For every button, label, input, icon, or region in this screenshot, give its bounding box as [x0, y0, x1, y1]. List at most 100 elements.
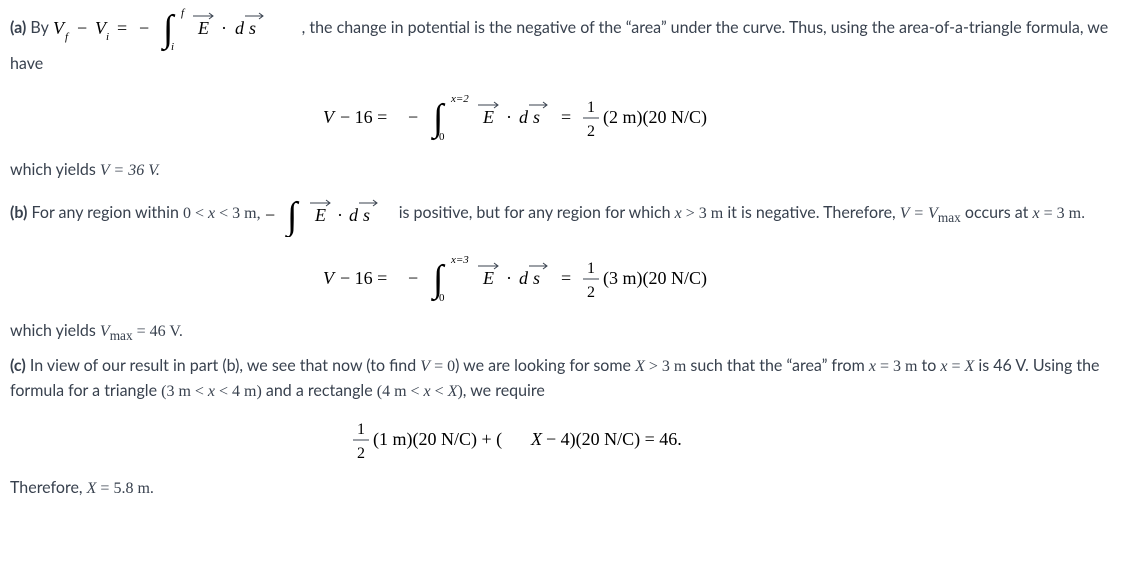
part-b-mid2: it is negative. Therefore, [723, 203, 900, 222]
svg-text:E: E [482, 107, 494, 127]
svg-text:d: d [349, 205, 359, 225]
subscript-i: i [106, 31, 109, 43]
int-upper-b: x=3 [450, 254, 469, 266]
part-c-label: (c) [10, 356, 26, 375]
vector-E-icon: E [478, 102, 498, 127]
svg-text:d: d [235, 18, 245, 38]
eq-tail-b: (3 m)(20 N/C) [603, 268, 707, 289]
v0: V = 0 [420, 358, 455, 375]
frac-num-c: 1 [357, 421, 365, 438]
sub-max-2: max [110, 328, 133, 343]
part-b-mid1: is positive, but for any region for whic… [399, 203, 675, 222]
xcond: X > 3 m [635, 358, 686, 375]
svg-text:·: · [221, 18, 227, 38]
frac-den-b: 2 [587, 284, 595, 301]
svg-text:·: · [337, 205, 343, 225]
svg-text:−: − [408, 107, 418, 127]
x3: x = 3 m. [1032, 205, 1085, 222]
svg-text:∫: ∫ [285, 195, 300, 237]
part-c-mid4: and a rectangle [262, 381, 377, 400]
range-b: 0 < x < 3 m, [183, 205, 265, 222]
frac-num-b: 1 [587, 260, 595, 277]
vector-ds-icon: d s [235, 13, 263, 38]
part-b-line2b: occurs at [961, 203, 1033, 222]
part-c-para-1: (c) In view of our result in part (b), w… [10, 354, 1135, 404]
rect: (4 m < x < X) [377, 383, 463, 400]
sub-max: max [938, 210, 961, 225]
cond-b: x > 3 m [675, 205, 724, 222]
part-a-pre: By [26, 18, 52, 37]
int-lower: i [171, 41, 174, 52]
from: x = 3 m [869, 358, 918, 375]
toX: x = X [940, 358, 974, 375]
svg-text:− 16 =: − 16 = [340, 107, 387, 127]
svg-text:·: · [506, 268, 512, 288]
svg-text:d: d [519, 107, 529, 127]
frac-num: 1 [587, 99, 595, 116]
part-a-label: (a) [10, 18, 26, 37]
svg-text:E: E [197, 18, 209, 38]
part-c-result: Therefore, X = 5.8 m. [10, 476, 1135, 501]
svg-text:=: = [561, 107, 571, 127]
int-upper-a: x=2 [450, 93, 469, 105]
tri: (3 m < x < 4 m) [161, 383, 262, 400]
svg-text:s: s [363, 205, 370, 225]
svg-text:s: s [249, 18, 256, 38]
part-b-label: (b) [10, 203, 27, 222]
part-a-para-1: (a) By V f − V i = − ∫ f i E [10, 6, 1135, 76]
vector-E-icon: E [310, 200, 330, 225]
res-tail-b: = 46 V. [133, 323, 183, 340]
part-c-mid5: , we require [463, 381, 545, 400]
frac-den: 2 [587, 123, 595, 140]
eq-tail-a: (2 m)(20 N/C) [603, 107, 707, 128]
svg-text:d: d [519, 268, 529, 288]
result-eq-c: X = 5.8 m. [87, 480, 154, 497]
part-b-para-1: (b) For any region within 0 < x < 3 m, −… [10, 191, 1135, 237]
vector-ds-icon: d s [519, 102, 547, 127]
frac-den-c: 2 [357, 445, 365, 462]
svg-text:E: E [482, 268, 494, 288]
to: to [917, 356, 940, 375]
svg-text:−: − [265, 205, 275, 225]
part-b-display-eq: V − 16 = − ∫ x=3 0 E · d s = 1 2 (3 m)(2… [10, 251, 1135, 305]
part-b-inline-int: − ∫ E · d s [265, 203, 399, 222]
int-upper: f [181, 7, 186, 19]
svg-text:=: = [561, 268, 571, 288]
part-a-inline-eq: V f − V i = − ∫ f i E · [53, 18, 302, 37]
svg-text:·: · [506, 107, 512, 127]
result-eq-b: V [100, 323, 110, 340]
svg-text:=: = [117, 18, 127, 38]
int-lower-b: 0 [439, 292, 445, 304]
vector-E-icon: E [478, 263, 498, 288]
vector-ds-icon: d s [349, 200, 377, 225]
subscript-f: f [65, 31, 70, 43]
vector-ds-icon: d s [519, 263, 547, 288]
svg-text:E: E [314, 205, 326, 225]
svg-text:−: − [139, 18, 149, 38]
part-c-display-eq: 1 2 (1 m)(20 N/C) + ( X − 4)(20 N/C) = 4… [10, 418, 1135, 462]
part-a-display-eq: V − 16 = − ∫ x=2 0 E · d s = 1 2 (2 m) [10, 90, 1135, 144]
svg-text:−: − [408, 268, 418, 288]
solution-page: (a) By V f − V i = − ∫ f i E [0, 0, 1145, 523]
result-eq: V = 36 V. [100, 162, 160, 179]
svg-text:(1 m)(20 N/C) + (: (1 m)(20 N/C) + ( [373, 429, 502, 450]
part-c-mid1: ) we are looking for some [455, 356, 635, 375]
part-c-mid2: such that the “area” from [686, 356, 869, 375]
vmax-line: V = V [900, 205, 938, 222]
part-a-result: which yields V = 36 V. [10, 158, 1135, 183]
svg-text:V: V [323, 107, 336, 127]
svg-text:X: X [530, 429, 543, 449]
result-pre: which yields [10, 160, 100, 179]
svg-text:−: − [77, 18, 87, 38]
vector-E-icon: E [193, 13, 213, 38]
result-pre-b: which yields [10, 321, 100, 340]
part-c-pre: In view of our result in part (b), we se… [26, 356, 421, 375]
svg-text:s: s [533, 268, 540, 288]
int-lower-a: 0 [439, 131, 445, 143]
svg-text:− 16 =: − 16 = [340, 268, 387, 288]
part-b-result: which yields Vmax = 46 V. [10, 319, 1135, 346]
result-pre-c: Therefore, [10, 478, 87, 497]
svg-text:V: V [323, 268, 336, 288]
part-b-pre: For any region within [27, 203, 183, 222]
svg-text:s: s [533, 107, 540, 127]
